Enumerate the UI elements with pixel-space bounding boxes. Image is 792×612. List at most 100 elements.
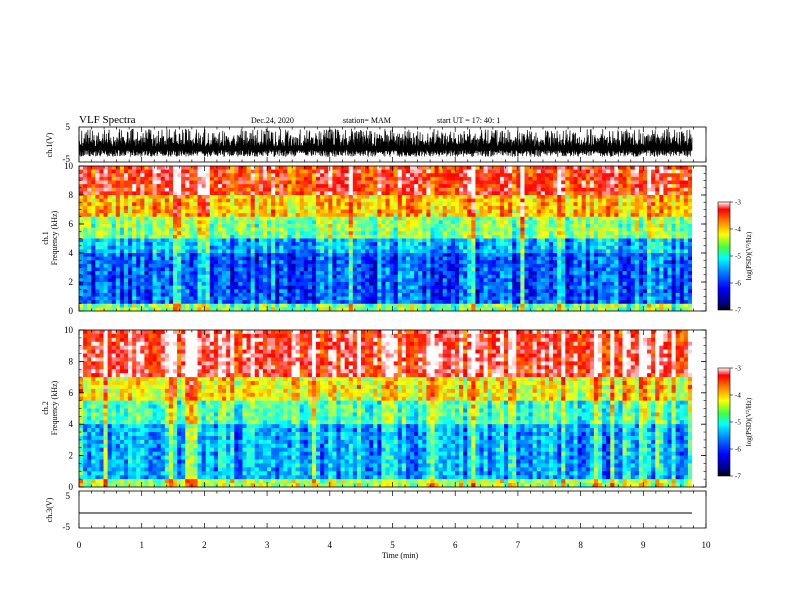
spectrogram-cell [148, 245, 153, 250]
spectrogram-cell [254, 173, 260, 178]
spectrogram-cell [266, 195, 272, 199]
spectrogram-cell [115, 198, 121, 203]
spectrogram-cell [651, 187, 656, 192]
spectrogram-cell [291, 263, 296, 268]
spectrogram-cell [683, 176, 689, 181]
spectrogram-cell [499, 282, 505, 286]
spectrogram-cell [213, 238, 219, 243]
spectrogram-cell [172, 187, 178, 192]
spectrogram-cell [365, 271, 370, 276]
spectrogram-cell [168, 169, 174, 174]
spectrogram-cell [99, 285, 104, 290]
spectrogram-cell [642, 267, 648, 272]
spectrogram-cell [201, 253, 206, 257]
header-start-time: start UT = 17: 40: 1 [437, 116, 500, 125]
spectrogram-cell [561, 205, 566, 210]
spectrogram-cell [242, 195, 247, 199]
spectrogram-cell [266, 224, 272, 228]
spectrogram-cell [430, 209, 435, 214]
spectrogram-cell [128, 216, 133, 221]
spectrogram-cell [622, 267, 627, 272]
spectrogram-cell [205, 213, 211, 218]
spectrogram-cell [320, 202, 325, 207]
spectrogram-cell [479, 220, 484, 225]
spectrogram-cell [217, 187, 223, 192]
spectrogram-cell [230, 231, 235, 236]
spectrogram-cell [111, 285, 117, 290]
spectrogram-cell [95, 271, 100, 276]
spectrogram-cell [593, 220, 599, 225]
spectrogram-cell [683, 166, 689, 170]
spectrogram-cell [647, 191, 652, 196]
spectrogram-cell [320, 216, 325, 221]
spectrogram-cell [275, 227, 280, 232]
spectrogram-cell [209, 256, 215, 261]
spectrogram-cell [254, 271, 260, 276]
spectrogram-cell [365, 260, 370, 265]
spectrogram-cell [275, 187, 280, 192]
spectrogram-cell [344, 166, 350, 170]
spectrogram-cell [479, 260, 484, 265]
spectrogram-cell [683, 209, 689, 214]
spectrogram-cell [140, 278, 145, 283]
spectrogram-cell [483, 187, 488, 192]
spectrogram-cell [487, 242, 493, 247]
spectrogram-cell [234, 242, 239, 247]
header-station: station= MAM [343, 116, 391, 125]
spectrogram-cell [128, 238, 133, 243]
spectrogram-cell [144, 256, 149, 261]
spectrogram-cell [254, 234, 260, 239]
spectrogram-cell [442, 173, 448, 178]
spectrogram-cell [430, 195, 435, 199]
spectrogram-cell [647, 216, 652, 221]
spectrogram-cell [197, 191, 202, 196]
spectrogram-cell [585, 234, 591, 239]
spectrogram-cell [516, 256, 521, 261]
spectrogram-cell [79, 187, 84, 192]
spectrogram-cell [618, 202, 623, 207]
spectrogram-cell [626, 267, 631, 272]
spectrogram-cell [663, 274, 668, 279]
spectrogram-cell [201, 260, 206, 265]
spectrogram-cell [140, 166, 145, 170]
spectrogram-cell [483, 278, 488, 283]
spectrogram-cell [303, 249, 309, 254]
spectrogram-cell [581, 202, 587, 207]
spectrogram-cell [226, 285, 231, 290]
spectrogram-cell [217, 184, 223, 189]
spectrogram-cell [307, 187, 313, 192]
spectrogram-cell [393, 198, 399, 203]
spectrogram-cell [160, 260, 166, 265]
spectrogram-cell [230, 184, 235, 189]
spectrogram-cell [520, 220, 525, 225]
spectrogram-cell [618, 216, 623, 221]
spectrogram-cell [389, 209, 394, 214]
spectrogram-cell [103, 253, 108, 257]
spectrogram-cell [401, 274, 407, 279]
spectrogram-cell [687, 282, 693, 286]
spectrogram-cell [687, 234, 693, 239]
spectrogram-cell [209, 202, 215, 207]
spectrogram-cell [393, 238, 399, 243]
spectrogram-cell [332, 205, 337, 210]
spectrogram-cell [344, 184, 350, 189]
spectrogram-cell [381, 198, 386, 203]
spectrogram-cell [614, 253, 619, 257]
spectrogram-cell [181, 176, 186, 181]
spectrogram-cell [213, 242, 219, 247]
spectrogram-cell [418, 180, 423, 185]
spectrogram-cell [209, 216, 215, 221]
spectrogram-cell [577, 209, 582, 214]
spectrogram-cell [91, 187, 96, 192]
spectrogram-cell [414, 166, 419, 170]
spectrogram-cell [271, 271, 276, 276]
spectrogram-cell [463, 184, 468, 189]
spectrogram-cell [618, 238, 623, 243]
spectrogram-cell [491, 282, 497, 286]
spectrogram-cell [307, 191, 313, 196]
spectrogram-cell [168, 278, 174, 283]
spectrogram-cell [585, 238, 591, 243]
spectrogram-cell [283, 231, 288, 236]
spectrogram-cell [442, 249, 448, 254]
spectrogram-cell [152, 234, 157, 239]
